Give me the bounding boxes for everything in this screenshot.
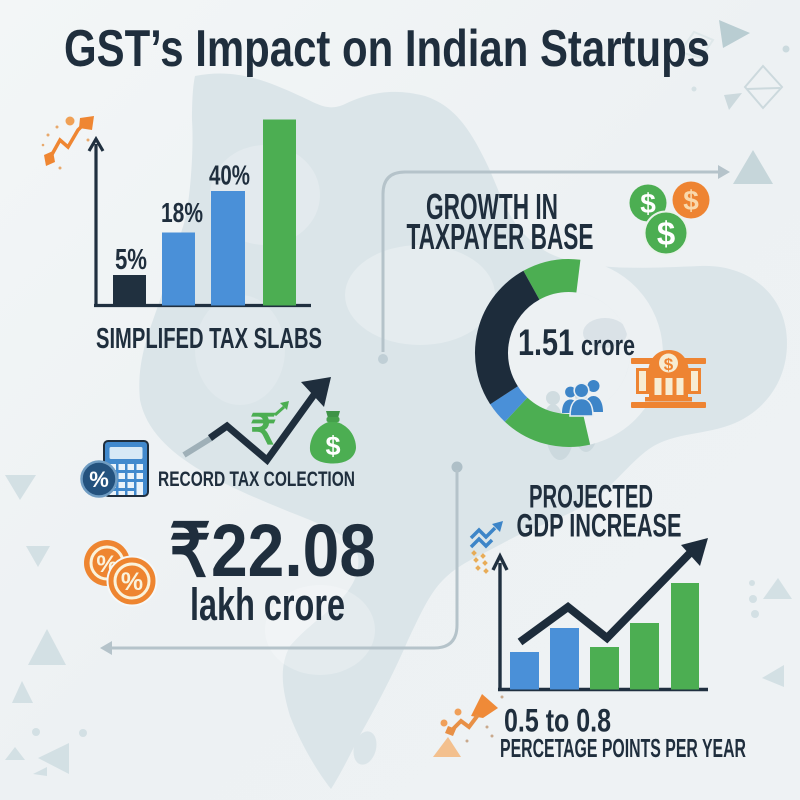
svg-text:SIMPLIFED TAX SLABS: SIMPLIFED TAX SLABS xyxy=(96,323,322,355)
svg-text:5%: 5% xyxy=(115,244,147,276)
svg-text:0.5 to 0.8: 0.5 to 0.8 xyxy=(504,703,611,739)
svg-text:lakh crore: lakh crore xyxy=(190,579,345,630)
svg-text:GDP INCREASE: GDP INCREASE xyxy=(517,508,682,544)
svg-text:%: % xyxy=(89,467,109,492)
svg-text:$: $ xyxy=(657,215,675,252)
svg-text:TAXPAYER BASE: TAXPAYER BASE xyxy=(407,216,594,257)
svg-text:PROJECTED: PROJECTED xyxy=(529,479,653,515)
svg-text:₹22.08: ₹22.08 xyxy=(169,509,376,592)
svg-text:1.51: 1.51 xyxy=(518,322,574,363)
svg-text:40%: 40% xyxy=(209,160,250,191)
svg-text:RECORD TAX COLECTION: RECORD TAX COLECTION xyxy=(158,467,355,491)
svg-text:GROWTH IN: GROWTH IN xyxy=(426,186,558,227)
svg-text:crore: crore xyxy=(581,330,635,362)
svg-text:PERCETAGE POINTS PER YEAR: PERCETAGE POINTS PER YEAR xyxy=(500,733,746,763)
svg-text:%: % xyxy=(121,568,143,596)
svg-text:$: $ xyxy=(683,185,699,216)
svg-text:₹: ₹ xyxy=(250,406,277,453)
svg-text:GST’s Impact on Indian Startup: GST’s Impact on Indian Startups xyxy=(64,20,710,78)
svg-text:$: $ xyxy=(664,355,674,374)
svg-text:$: $ xyxy=(640,188,656,219)
svg-text:$: $ xyxy=(325,431,340,461)
svg-text:18%: 18% xyxy=(161,197,203,228)
